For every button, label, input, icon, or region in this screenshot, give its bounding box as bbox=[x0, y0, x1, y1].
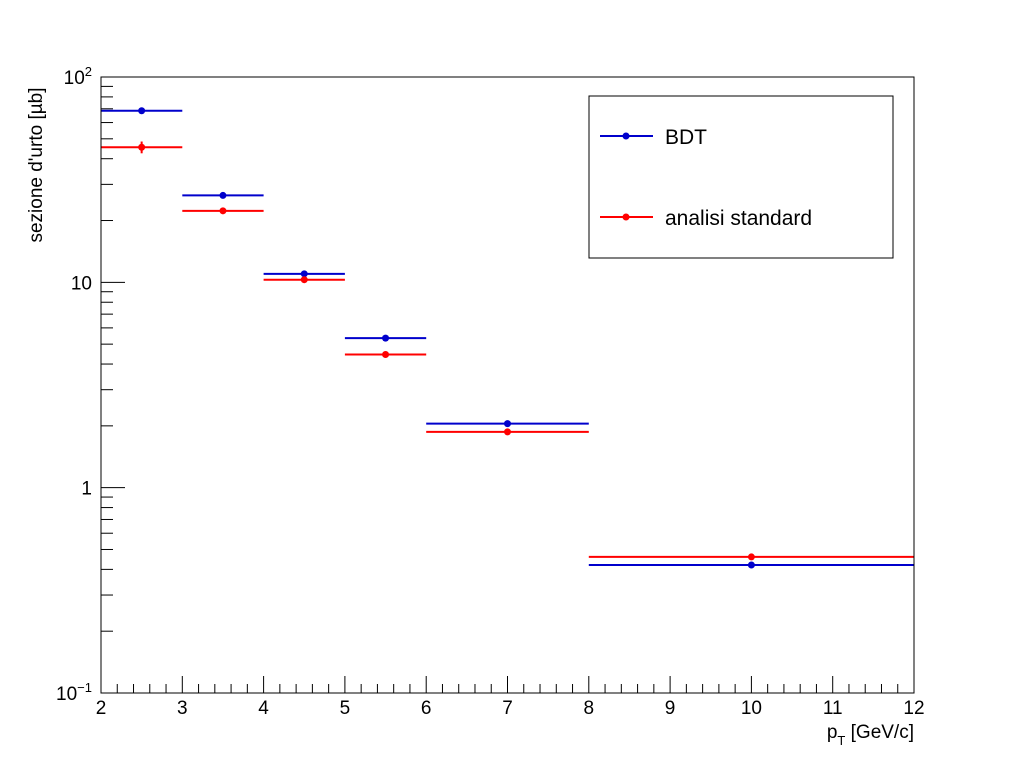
x-axis-label: pT [GeV/c] bbox=[827, 722, 914, 748]
data-point bbox=[382, 334, 390, 342]
x-axis-label-subscript: T bbox=[837, 733, 845, 748]
y-tick-label: 10 bbox=[71, 273, 92, 294]
x-tick-label: 8 bbox=[584, 698, 595, 719]
legend-marker-bdt bbox=[622, 132, 630, 140]
x-tick-label: 11 bbox=[823, 698, 843, 719]
x-axis-label-main: p bbox=[827, 722, 838, 743]
data-point bbox=[747, 561, 755, 569]
legend-label-analisi-standard: analisi standard bbox=[665, 207, 812, 230]
x-tick-label: 3 bbox=[177, 698, 188, 719]
legend-entry-analisi-standard: analisi standard bbox=[600, 207, 812, 230]
x-tick-label: 5 bbox=[340, 698, 351, 719]
data-point bbox=[138, 143, 146, 151]
x-tick-label: 7 bbox=[502, 698, 513, 719]
x-axis-label-unit: [GeV/c] bbox=[845, 722, 914, 743]
tick-labels: 2 3 4 5 6 7 8 9 10 11 12 10−1 1 10 102 bbox=[56, 64, 925, 719]
legend: BDT analisi standard bbox=[588, 95, 894, 259]
y-tick-label: 10−1 bbox=[56, 680, 92, 705]
x-tick-label: 4 bbox=[258, 698, 269, 719]
x-tick-label: 6 bbox=[421, 698, 432, 719]
x-tick-label: 2 bbox=[96, 698, 107, 719]
y-tick-label: 102 bbox=[64, 64, 92, 89]
data-point bbox=[300, 270, 308, 278]
data-point bbox=[219, 207, 227, 215]
y-axis-label: sezione d'urto [µb] bbox=[26, 87, 47, 242]
legend-marker-analisi-standard bbox=[622, 213, 630, 221]
data-point bbox=[382, 351, 390, 359]
legend-label-bdt: BDT bbox=[665, 126, 707, 149]
data-point bbox=[504, 428, 511, 436]
data-point bbox=[300, 276, 308, 284]
data-point bbox=[747, 553, 755, 561]
data-point bbox=[219, 191, 227, 199]
series-bdt bbox=[101, 107, 914, 569]
plot-frame bbox=[100, 76, 915, 694]
y-tick-label: 1 bbox=[81, 479, 92, 500]
legend-entry-bdt: BDT bbox=[600, 126, 707, 149]
data-marks bbox=[101, 107, 914, 569]
x-tick-label: 9 bbox=[665, 698, 676, 719]
data-point bbox=[504, 420, 511, 428]
legend-box bbox=[588, 95, 894, 259]
data-point bbox=[138, 107, 146, 115]
x-tick-label: 12 bbox=[903, 698, 924, 719]
series-analisi-standard bbox=[101, 141, 914, 561]
x-tick-label: 10 bbox=[741, 698, 762, 719]
